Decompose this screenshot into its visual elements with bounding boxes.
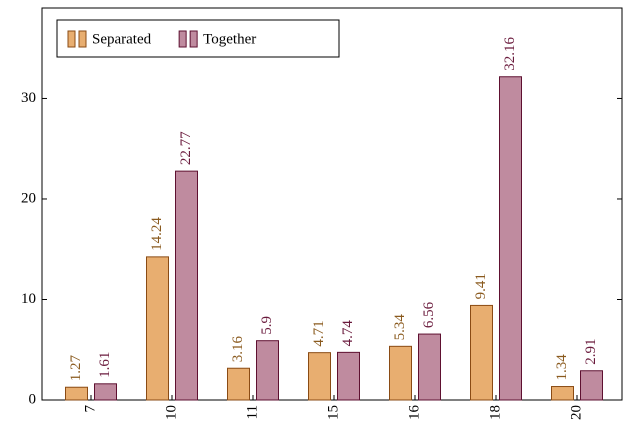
x-tick-label: 16 [406, 405, 422, 421]
legend-swatch [78, 30, 87, 48]
legend-swatch [67, 30, 76, 48]
value-label: 5.34 [392, 314, 408, 341]
value-label: 5.9 [259, 316, 275, 335]
bar [94, 383, 117, 401]
x-tick-label: 18 [487, 405, 503, 420]
x-tick-label: 11 [244, 405, 260, 419]
value-label: 1.61 [97, 352, 113, 378]
value-label: 4.71 [311, 320, 327, 346]
legend-box [56, 19, 340, 58]
y-tick-label: 20 [21, 190, 36, 206]
bar [337, 351, 360, 401]
bar [470, 304, 493, 401]
value-label: 1.27 [68, 354, 84, 381]
y-tick-label: 30 [21, 90, 36, 106]
bar [256, 340, 279, 401]
bar [580, 370, 603, 401]
bar [146, 256, 169, 401]
value-label: 14.24 [149, 217, 165, 251]
legend-label: Together [203, 31, 256, 47]
bar [418, 333, 441, 401]
plot-frame [41, 7, 623, 401]
x-tick-label: 10 [163, 405, 179, 420]
value-label: 9.41 [473, 273, 489, 299]
value-label: 3.16 [230, 335, 246, 362]
bar [227, 367, 250, 401]
bar [551, 386, 574, 401]
legend-swatch [178, 30, 187, 48]
value-label: 22.77 [178, 131, 194, 165]
legend-label: Separated [92, 31, 152, 47]
value-label: 6.56 [421, 301, 437, 328]
x-tick-label: 20 [568, 405, 584, 420]
value-label: 32.16 [502, 37, 518, 71]
bar [65, 386, 88, 401]
bar [499, 76, 522, 401]
value-label: 2.91 [583, 339, 599, 365]
y-tick-label: 10 [21, 291, 36, 307]
x-tick-label: 7 [82, 405, 98, 413]
bar [308, 352, 331, 401]
bar [175, 170, 198, 401]
y-tick-label: 0 [29, 391, 37, 407]
x-tick-label: 15 [325, 405, 341, 420]
value-label: 1.34 [554, 354, 570, 381]
value-label: 4.74 [340, 320, 356, 347]
bar [389, 345, 412, 401]
legend-swatch [189, 30, 198, 48]
